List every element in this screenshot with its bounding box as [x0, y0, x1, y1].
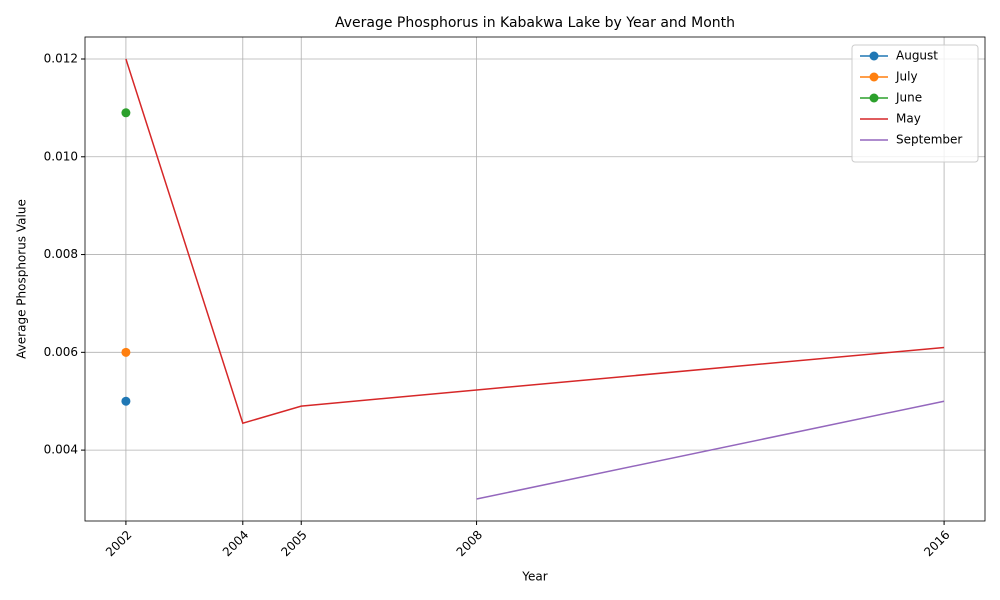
legend-marker — [869, 93, 879, 103]
plot-frame — [84, 36, 986, 522]
legend-marker — [869, 51, 879, 61]
legend-label: July — [895, 70, 918, 84]
legend-label: August — [896, 49, 938, 63]
legend-label: June — [895, 91, 922, 105]
x-tick-label: 2005 — [278, 528, 309, 559]
legend-label: May — [896, 112, 921, 126]
series-line — [476, 400, 945, 500]
legend-box — [851, 44, 979, 163]
data-point — [121, 108, 131, 118]
x-tick-label: 2002 — [103, 528, 134, 559]
x-axis-label: Year — [521, 570, 547, 584]
data-point — [121, 347, 131, 357]
y-tick-label: 0.006 — [44, 345, 78, 359]
chart-title: Average Phosphorus in Kabakwa Lake by Ye… — [335, 15, 735, 31]
x-tick-label: 2008 — [454, 528, 485, 559]
legend-label: September — [896, 133, 962, 147]
y-tick-label: 0.010 — [44, 149, 78, 163]
x-tick-label: 2016 — [921, 528, 952, 559]
y-tick-label: 0.004 — [44, 443, 78, 457]
x-tick-label: 2004 — [220, 528, 251, 559]
y-axis-label: Average Phosphorus Value — [15, 199, 29, 359]
series-line — [125, 58, 945, 425]
y-tick-label: 0.008 — [44, 247, 78, 261]
data-point — [121, 396, 131, 406]
y-tick-label: 0.012 — [44, 52, 78, 66]
legend-marker — [869, 72, 879, 82]
